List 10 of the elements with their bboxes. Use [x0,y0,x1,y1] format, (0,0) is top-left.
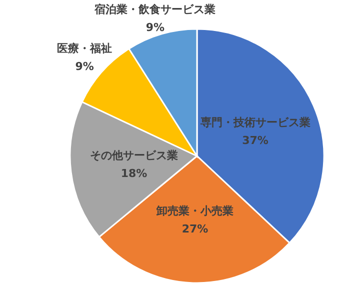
data-label: 9% [146,21,165,34]
slice-label: その他サービス業 [90,148,178,162]
data-label: 27% [182,222,208,236]
slice-label: 宿泊業・飲食サービス業 [94,3,216,16]
slice-label: 卸売業・小売業 [156,204,234,218]
data-label: 18% [120,166,148,180]
data-label: 9% [75,60,94,73]
slice-label: 専門・技術サービス業 [199,116,310,129]
data-label: 37% [242,134,268,147]
slice-label: 医療・福祉 [57,42,112,55]
